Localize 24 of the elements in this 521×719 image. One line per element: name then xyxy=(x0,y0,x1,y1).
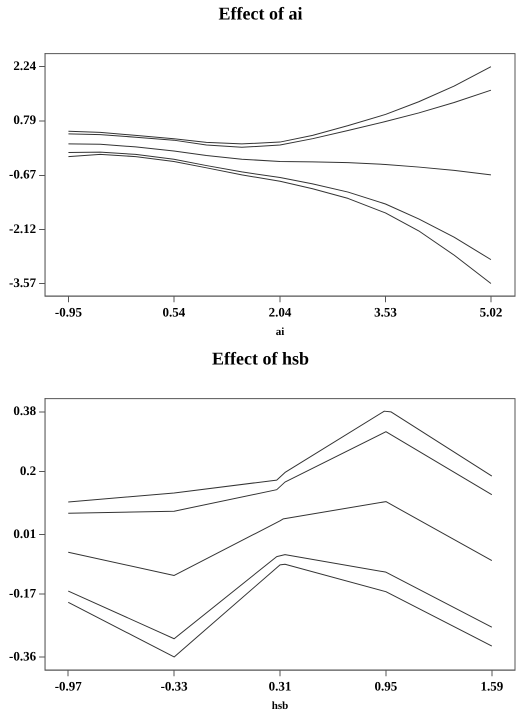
x-tick-label: 0.95 xyxy=(374,678,398,694)
x-tick-label: 0.31 xyxy=(268,678,292,694)
x-tick-label: 2.04 xyxy=(268,304,292,320)
x-tick-label: 3.53 xyxy=(374,304,398,320)
x-axis-title: ai xyxy=(276,326,284,338)
x-tick-label: 0.54 xyxy=(162,304,186,320)
y-tick-label: -0.17 xyxy=(8,585,37,600)
y-tick-label: -0.67 xyxy=(8,166,37,182)
y-tick-label: -3.57 xyxy=(8,274,37,290)
y-tick-label: 0.38 xyxy=(13,403,37,418)
x-tick-label: 5.02 xyxy=(480,304,502,320)
y-tick-label: 2.24 xyxy=(13,58,37,74)
y-tick-label: 0.01 xyxy=(13,526,36,541)
chart-title: Effect of ai xyxy=(218,3,302,24)
x-tick-label: 1.59 xyxy=(480,678,504,694)
x-tick-label: -0.97 xyxy=(54,678,82,694)
chart-title: Effect of hsb xyxy=(212,348,309,368)
x-tick-label: -0.95 xyxy=(54,304,82,320)
y-tick-label: -2.12 xyxy=(8,220,36,236)
x-tick-label: -0.33 xyxy=(160,678,188,694)
y-tick-label: 0.2 xyxy=(20,462,36,478)
x-axis-title: hsb xyxy=(272,700,288,712)
y-tick-label: -0.36 xyxy=(8,648,37,664)
y-tick-label: 0.79 xyxy=(13,112,37,128)
